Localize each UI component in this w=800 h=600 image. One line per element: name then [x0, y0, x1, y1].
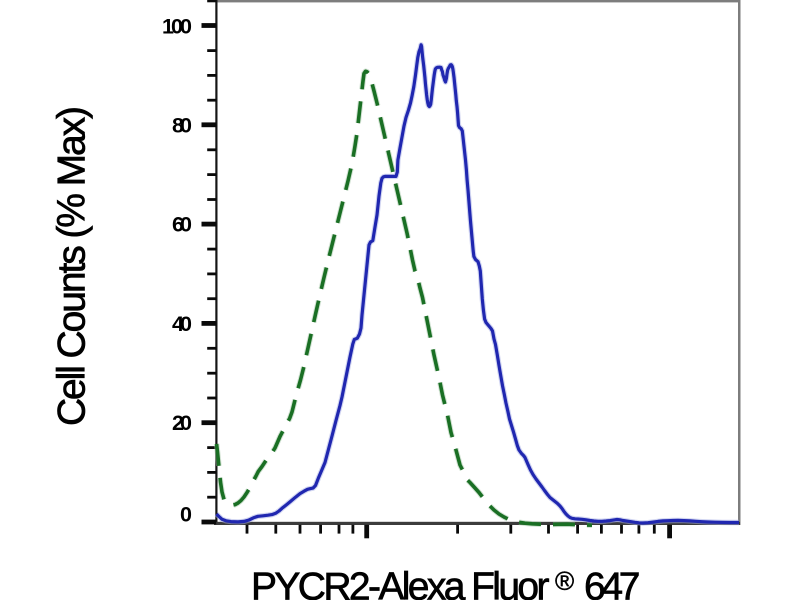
svg-text:®: ® — [555, 566, 574, 596]
svg-text:647: 647 — [584, 566, 641, 600]
svg-text:100: 100 — [162, 15, 192, 39]
svg-text:0: 0 — [180, 503, 192, 527]
svg-text:80: 80 — [172, 113, 192, 137]
svg-text:60: 60 — [172, 213, 192, 237]
svg-text:40: 40 — [172, 312, 192, 336]
svg-text:Cell Counts (% Max): Cell Counts (% Max) — [51, 106, 94, 426]
svg-text:PYCR2-Alexa Fluor: PYCR2-Alexa Fluor — [251, 566, 550, 600]
svg-text:20: 20 — [172, 411, 192, 435]
